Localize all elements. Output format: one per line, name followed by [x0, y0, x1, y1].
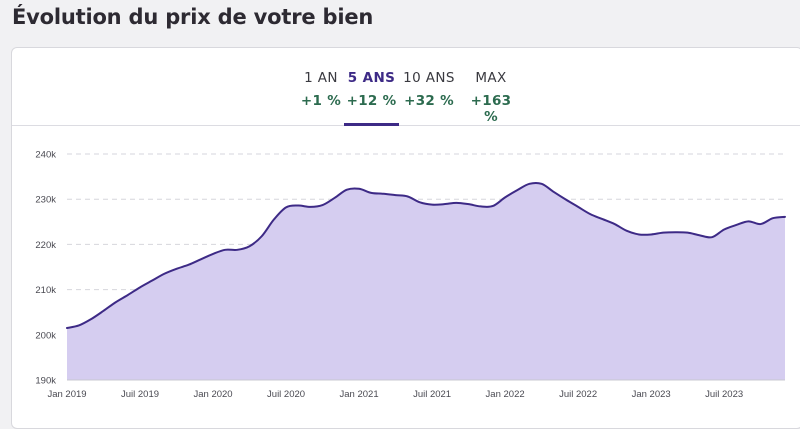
x-tick-label: Jan 2019 [47, 389, 86, 400]
page-title: Évolution du prix de votre bien [12, 5, 374, 29]
tab-change: +163 % [470, 93, 512, 125]
price-area-fill [67, 182, 785, 380]
tab-change: +1 % [300, 93, 342, 109]
x-tick-label: Jan 2022 [486, 389, 525, 400]
x-tick-label: Juil 2023 [705, 389, 743, 400]
y-tick-label: 230k [35, 195, 56, 206]
x-tick-label: Juil 2021 [413, 389, 451, 400]
x-tick-label: Juil 2020 [267, 389, 305, 400]
x-tick-label: Jan 2020 [193, 389, 232, 400]
tab-change: +12 % [346, 93, 397, 109]
x-tick-label: Jan 2021 [340, 389, 379, 400]
price-area-chart: 190k 200k 210k 220k 230k 240k Jan 2019 Juil 201… [35, 150, 786, 400]
tab-10-ans[interactable]: 10 ANS +32 % [402, 48, 456, 125]
x-tick-label: Juil 2022 [559, 389, 597, 400]
tab-max[interactable]: MAX +163 % [463, 48, 519, 125]
period-tabs: 1 AN +1 % 5 ANS +12 % 10 ANS +32 % MAX +… [12, 48, 800, 126]
tab-label: 1 AN [304, 70, 338, 86]
y-tick-label: 200k [35, 330, 56, 341]
tab-5-ans[interactable]: 5 ANS +12 % [344, 48, 399, 126]
x-tick-label: Juil 2019 [121, 389, 159, 400]
y-tick-label: 220k [35, 240, 56, 251]
y-tick-label: 190k [35, 376, 56, 387]
chart-area: 190k 200k 210k 220k 230k 240k Jan 2019 Juil 201… [35, 150, 786, 400]
tab-label: MAX [475, 70, 507, 86]
y-tick-label: 210k [35, 285, 56, 296]
tab-1-an[interactable]: 1 AN +1 % [296, 48, 346, 125]
tab-change: +32 % [404, 93, 454, 109]
x-tick-label: Jan 2023 [632, 389, 671, 400]
price-series-line [66, 181, 786, 330]
tab-label: 5 ANS [347, 70, 396, 86]
tab-label: 10 ANS [403, 70, 455, 86]
y-tick-label: 240k [35, 150, 56, 161]
